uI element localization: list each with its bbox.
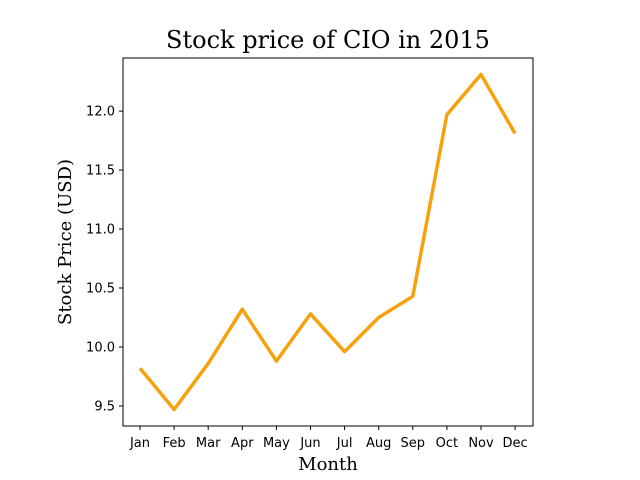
y-tick-label: 12.0 [86, 105, 115, 120]
x-tick-label: Jun [299, 436, 320, 451]
x-tick-label: Jul [336, 436, 353, 451]
chart-title: Stock price of CIO in 2015 [166, 26, 490, 54]
x-tick-label: Nov [468, 436, 494, 451]
x-axis: Jan Feb Mar Apr May Jun Jul Aug Sep Oct Nov Dec [129, 426, 528, 451]
x-tick-label: Feb [163, 436, 186, 451]
plot-frame [122, 57, 534, 427]
x-tick-label: Mar [196, 436, 221, 451]
x-tick-label: Oct [436, 436, 458, 451]
y-tick-label: 11.0 [86, 223, 115, 238]
x-axis-label: Month [298, 454, 358, 475]
x-tick-label: Aug [366, 436, 391, 451]
x-tick-label: May [263, 436, 290, 451]
y-tick-label: 9.5 [94, 399, 115, 414]
y-tick-label: 11.5 [86, 164, 115, 179]
y-axis: 9.5 10.0 10.5 11.0 11.5 12.0 [86, 105, 123, 414]
y-axis-label: Stock Price (USD) [55, 159, 76, 325]
x-tick-label: Sep [401, 436, 426, 451]
y-tick-label: 10.0 [86, 340, 115, 355]
x-tick-label: Apr [231, 436, 254, 451]
series-line [138, 72, 517, 412]
x-tick-label: Dec [503, 436, 528, 451]
y-tick-label: 10.5 [86, 282, 115, 297]
x-tick-label: Jan [129, 436, 150, 451]
